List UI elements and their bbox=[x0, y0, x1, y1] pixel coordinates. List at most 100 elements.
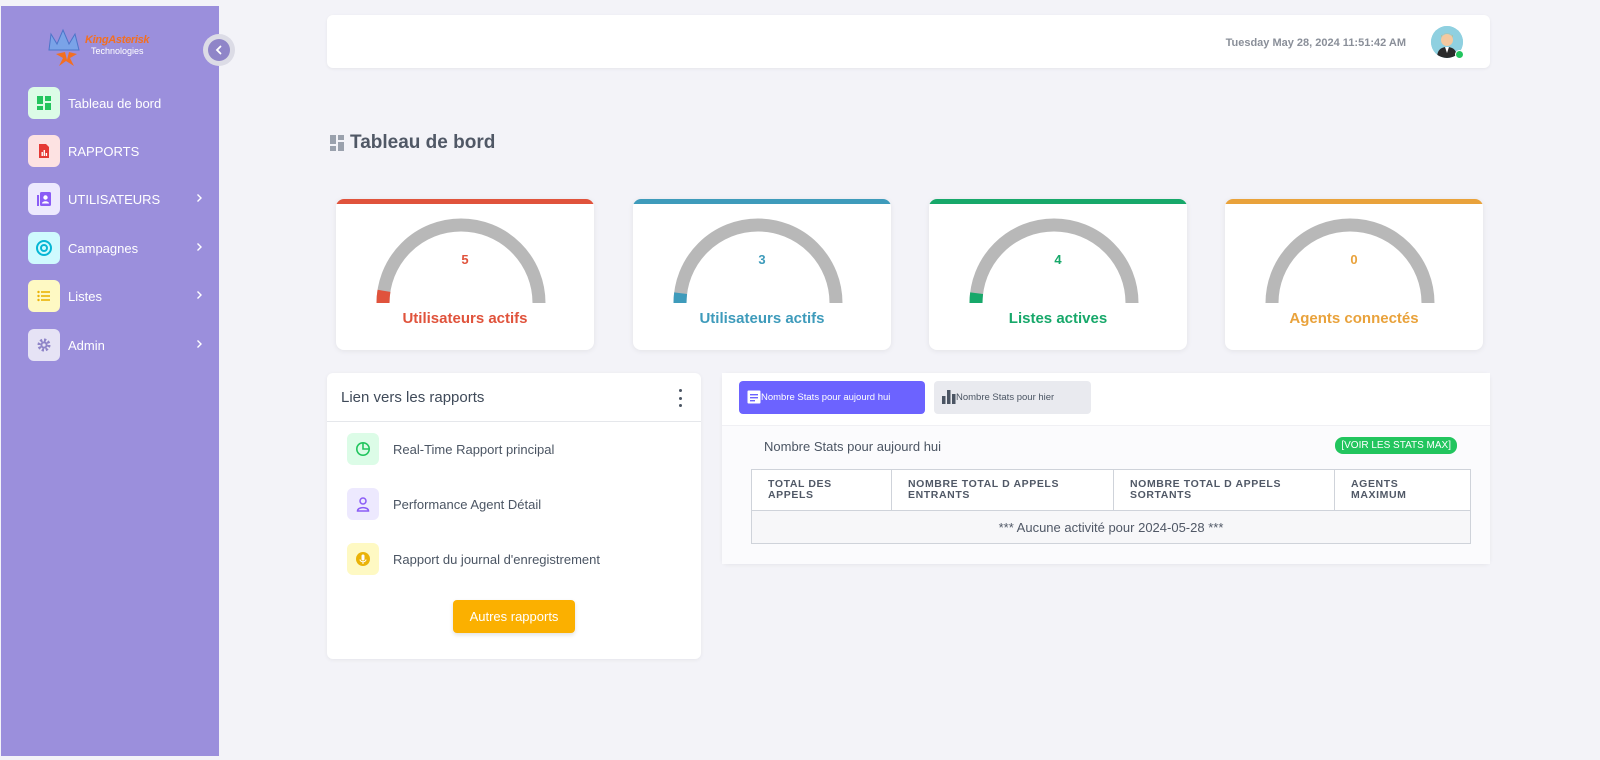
sidebar: KingAsterisk Technologies Tableau de bor… bbox=[1, 6, 235, 756]
sidebar-item-campagnes[interactable]: Campagnes bbox=[28, 232, 203, 264]
report-file-icon-wrapper bbox=[28, 135, 60, 167]
gauge-label: Listes actives bbox=[1008, 310, 1108, 327]
sidebar-item-utilisateurs[interactable]: UTILISATEURS bbox=[28, 183, 203, 215]
gauge-fill bbox=[673, 292, 688, 304]
gauge-card: 5 Utilisateurs actifs bbox=[336, 199, 594, 350]
gauge-arc bbox=[969, 218, 1139, 304]
gauge-card-accent-bar bbox=[929, 199, 1187, 204]
user-icon-wrapper bbox=[347, 488, 379, 520]
crown-star-logo-icon bbox=[48, 28, 80, 66]
page-title: Tableau de bord bbox=[330, 132, 495, 154]
sidebar-item-label: UTILISATEURS bbox=[68, 191, 161, 207]
gear-icon-wrapper bbox=[28, 329, 60, 361]
pie-chart-icon-wrapper bbox=[347, 433, 379, 465]
column-header: TOTAL DES APPELS bbox=[751, 469, 892, 511]
target-icon-wrapper bbox=[28, 232, 60, 264]
gauge-label: Utilisateurs actifs bbox=[699, 310, 825, 327]
stats-body: Nombre Stats pour aujourd hui [VOIR LES … bbox=[722, 425, 1490, 564]
empty-activity-message: *** Aucune activité pour 2024-05-28 *** bbox=[751, 510, 1471, 544]
gauge-value: 5 bbox=[461, 252, 469, 267]
chevron-right-icon bbox=[197, 194, 202, 202]
chevron-left-icon bbox=[215, 45, 222, 55]
brand-logo[interactable]: KingAsterisk Technologies bbox=[45, 24, 160, 68]
stats-caption: Nombre Stats pour aujourd hui bbox=[764, 439, 942, 454]
gauge-label: Agents connectés bbox=[1289, 310, 1419, 327]
current-datetime: Tuesday May 28, 2024 11:51:42 AM bbox=[1225, 37, 1406, 49]
gauge-arc bbox=[376, 218, 546, 304]
chevron-right-icon bbox=[197, 291, 202, 299]
list-icon bbox=[37, 290, 50, 302]
pie-chart-icon bbox=[356, 442, 370, 456]
column-header: NOMBRE TOTAL D APPELS SORTANTS bbox=[1113, 469, 1335, 511]
stats-table-header-row: TOTAL DES APPELS NOMBRE TOTAL D APPELS E… bbox=[751, 469, 1471, 511]
brand-name: KingAsterisk bbox=[85, 34, 150, 46]
sidebar-item-tableau-de-bord[interactable]: Tableau de bord bbox=[28, 87, 203, 119]
contacts-icon bbox=[37, 192, 51, 206]
gauge-label: Utilisateurs actifs bbox=[402, 310, 528, 327]
other-reports-button[interactable]: Autres rapports bbox=[453, 600, 575, 633]
gauge-track bbox=[969, 218, 1139, 304]
sidebar-item-admin[interactable]: Admin bbox=[28, 329, 203, 361]
brand-tagline: Technologies bbox=[91, 46, 144, 56]
chevron-right-icon bbox=[197, 243, 202, 251]
gauge-track bbox=[376, 218, 546, 304]
sidebar-item-rapports[interactable]: RAPPORTS bbox=[28, 135, 203, 167]
reports-card-header: Lien vers les rapports bbox=[327, 373, 701, 422]
gauge-card-accent-bar bbox=[1225, 199, 1483, 204]
top-bar: Tuesday May 28, 2024 11:51:42 AM bbox=[327, 15, 1490, 68]
contacts-icon-wrapper bbox=[28, 183, 60, 215]
user-avatar[interactable] bbox=[1431, 26, 1463, 58]
tab-stats-today[interactable]: Nombre Stats pour aujourd hui bbox=[739, 381, 925, 414]
user-icon bbox=[356, 497, 370, 512]
tab-stats-yesterday-label: Nombre Stats pour hier bbox=[956, 392, 1055, 403]
chevron-right-icon bbox=[197, 340, 202, 348]
column-header: NOMBRE TOTAL D APPELS ENTRANTS bbox=[891, 469, 1114, 511]
tab-stats-today-label: Nombre Stats pour aujourd hui bbox=[761, 392, 891, 403]
report-link-item[interactable]: Rapport du journal d'enregistrement bbox=[347, 543, 600, 575]
tab-stats-yesterday[interactable]: Nombre Stats pour hier bbox=[934, 381, 1091, 414]
microphone-icon-wrapper bbox=[347, 543, 379, 575]
list-icon-wrapper bbox=[28, 280, 60, 312]
sidebar-collapse-button[interactable] bbox=[203, 34, 235, 66]
view-max-stats-badge[interactable]: [VOIR LES STATS MAX] bbox=[1335, 437, 1457, 454]
dashboard-icon-wrapper bbox=[28, 87, 60, 119]
sidebar-item-listes[interactable]: Listes bbox=[28, 280, 203, 312]
gauge-card: 4 Listes actives bbox=[929, 199, 1187, 350]
sidebar-item-label: RAPPORTS bbox=[68, 143, 140, 159]
report-link-label: Real-Time Rapport principal bbox=[393, 441, 555, 457]
gauge-card: 3 Utilisateurs actifs bbox=[633, 199, 891, 350]
target-icon bbox=[36, 240, 52, 256]
sidebar-item-label: Admin bbox=[68, 337, 105, 353]
gear-icon bbox=[37, 338, 51, 352]
gauge-track bbox=[673, 218, 843, 304]
report-link-item[interactable]: Real-Time Rapport principal bbox=[347, 433, 554, 465]
gauge-value: 3 bbox=[758, 252, 766, 267]
dashboard-icon bbox=[37, 96, 51, 110]
gauge-card-accent-bar bbox=[336, 199, 594, 204]
report-link-label: Rapport du journal d'enregistrement bbox=[393, 551, 600, 567]
sidebar-item-label: Listes bbox=[68, 288, 102, 304]
column-header: AGENTS MAXIMUM bbox=[1334, 469, 1471, 511]
dashboard-icon bbox=[330, 135, 344, 151]
gauge-track bbox=[1265, 218, 1435, 304]
gauge-arc bbox=[1265, 218, 1435, 304]
online-status-dot bbox=[1455, 50, 1464, 59]
gauge-fill bbox=[969, 292, 984, 304]
reports-card-title: Lien vers les rapports bbox=[341, 388, 485, 406]
gauge-card-accent-bar bbox=[633, 199, 891, 204]
report-link-item[interactable]: Performance Agent Détail bbox=[347, 488, 541, 520]
avatar-icon bbox=[1431, 26, 1463, 58]
report-file-icon bbox=[39, 144, 49, 158]
gauge-card: 0 Agents connectés bbox=[1225, 199, 1483, 350]
gauge-arc bbox=[673, 218, 843, 304]
more-options-icon[interactable] bbox=[677, 389, 683, 407]
gauge-value: 0 bbox=[1350, 252, 1358, 267]
sidebar-item-label: Tableau de bord bbox=[68, 95, 162, 111]
bar-chart-icon bbox=[942, 390, 956, 404]
table-row: *** Aucune activité pour 2024-05-28 *** bbox=[751, 510, 1471, 544]
microphone-icon bbox=[356, 552, 370, 566]
report-link-label: Performance Agent Détail bbox=[393, 496, 542, 512]
page-title-text: Tableau de bord bbox=[350, 132, 496, 153]
stats-tabs: Nombre Stats pour aujourd hui Nombre Sta… bbox=[722, 373, 1490, 425]
document-lines-icon bbox=[747, 390, 761, 404]
